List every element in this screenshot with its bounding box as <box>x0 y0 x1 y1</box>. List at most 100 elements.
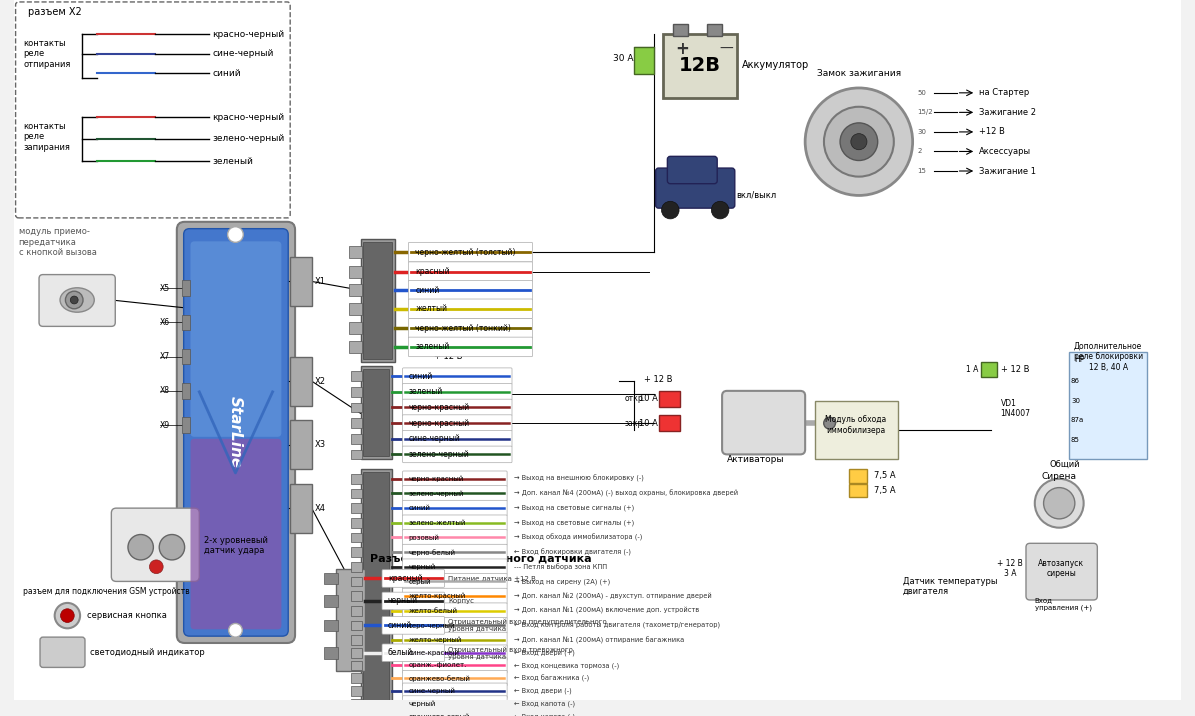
Text: зелено-черный: зелено-черный <box>409 490 464 497</box>
FancyBboxPatch shape <box>382 644 445 662</box>
FancyBboxPatch shape <box>1027 543 1097 600</box>
Bar <box>1070 352 1147 459</box>
Text: → Выход на световые сигналы (+): → Выход на световые сигналы (+) <box>514 520 635 526</box>
Circle shape <box>825 107 894 177</box>
Text: 85: 85 <box>1071 437 1080 442</box>
FancyBboxPatch shape <box>403 415 511 432</box>
Bar <box>351 450 362 459</box>
Text: 7,5 А: 7,5 А <box>874 471 895 480</box>
FancyBboxPatch shape <box>403 400 511 416</box>
Text: Замок зажигания: Замок зажигания <box>817 69 901 78</box>
Bar <box>351 591 362 601</box>
FancyBboxPatch shape <box>403 384 511 400</box>
Text: зелено-черный: зелено-черный <box>212 135 284 143</box>
FancyBboxPatch shape <box>403 544 507 560</box>
Text: красный: красный <box>415 267 449 276</box>
Bar <box>349 284 362 296</box>
Circle shape <box>1043 488 1074 519</box>
Bar <box>351 576 362 586</box>
FancyBboxPatch shape <box>667 156 717 184</box>
Text: контакты
реле
запирания: контакты реле запирания <box>24 122 71 152</box>
Circle shape <box>805 88 913 195</box>
FancyBboxPatch shape <box>409 242 533 262</box>
Bar <box>182 417 190 433</box>
Text: красно-черный: красно-черный <box>212 29 284 39</box>
Text: ← Вход капота (-): ← Вход капота (-) <box>514 700 575 707</box>
Bar <box>351 635 362 645</box>
Text: X6: X6 <box>160 318 171 327</box>
Circle shape <box>851 134 866 150</box>
Text: Аксессуары: Аксессуары <box>979 147 1031 156</box>
Text: на Стартер: на Стартер <box>979 88 1029 97</box>
Text: Вход
управления (+): Вход управления (+) <box>1035 597 1092 611</box>
Text: красный: красный <box>388 574 423 583</box>
Ellipse shape <box>60 288 94 312</box>
Bar <box>349 341 362 353</box>
Bar <box>981 362 997 377</box>
Bar <box>361 239 394 362</box>
Circle shape <box>128 535 153 560</box>
Bar <box>658 391 680 407</box>
Text: разъем X2: разъем X2 <box>29 6 82 16</box>
Text: X4: X4 <box>314 503 325 513</box>
Text: сервисная кнопка: сервисная кнопка <box>87 611 167 620</box>
Bar <box>361 367 392 459</box>
Circle shape <box>823 417 835 429</box>
Bar <box>351 402 362 412</box>
Text: X1: X1 <box>314 277 325 286</box>
Text: синий: синий <box>409 372 433 381</box>
Text: НР: НР <box>1074 355 1084 364</box>
Bar <box>351 503 362 513</box>
Text: оранжево-серый: оранжево-серый <box>409 713 470 716</box>
FancyBboxPatch shape <box>403 471 507 487</box>
Text: X9: X9 <box>160 420 171 430</box>
Text: оранжево-белый: оранжево-белый <box>409 674 471 682</box>
Text: закр.: закр. <box>624 419 645 427</box>
Text: → Доп. канал №2 (200мА) - двухступ. отпирание дверей: → Доп. канал №2 (200мА) - двухступ. отпи… <box>514 593 712 599</box>
FancyBboxPatch shape <box>403 446 511 463</box>
Bar <box>351 562 362 571</box>
Text: черный: черный <box>409 700 436 707</box>
Text: VD1
1N4007: VD1 1N4007 <box>1000 399 1030 418</box>
Text: разъем для подключения GSM устройств: разъем для подключения GSM устройств <box>24 586 190 596</box>
FancyBboxPatch shape <box>382 616 445 634</box>
Circle shape <box>61 609 74 622</box>
Text: Сирена: Сирена <box>1042 473 1077 481</box>
Bar <box>351 606 362 616</box>
Text: X5: X5 <box>160 284 171 293</box>
Bar <box>290 484 312 533</box>
Text: зелено-черный: зелено-черный <box>409 450 470 459</box>
Text: X3: X3 <box>314 440 326 449</box>
FancyBboxPatch shape <box>722 391 805 455</box>
FancyBboxPatch shape <box>403 670 507 686</box>
Text: Зажигание 2: Зажигание 2 <box>979 108 1036 117</box>
Text: + 12 В
3 А: + 12 В 3 А <box>998 559 1023 579</box>
FancyBboxPatch shape <box>403 696 507 712</box>
FancyBboxPatch shape <box>403 559 507 574</box>
Text: 12В: 12В <box>679 56 721 75</box>
FancyBboxPatch shape <box>403 657 507 673</box>
Text: Отрицательный вход предупредительного
уровня датчика: Отрицательный вход предупредительного ур… <box>448 619 607 632</box>
Text: черно-красный: черно-красный <box>409 475 464 482</box>
Text: сине-черный: сине-черный <box>409 687 455 694</box>
Bar <box>324 647 338 659</box>
Text: серо-черный: серо-черный <box>409 622 455 629</box>
FancyBboxPatch shape <box>409 299 533 319</box>
FancyBboxPatch shape <box>39 637 85 667</box>
Bar <box>850 484 866 498</box>
Bar <box>363 242 392 359</box>
Circle shape <box>1035 479 1084 528</box>
Bar <box>363 472 388 716</box>
Bar <box>351 418 362 428</box>
Text: откр.: откр. <box>434 390 455 398</box>
Bar <box>324 595 338 607</box>
Text: черно-желтый (толстый): черно-желтый (толстый) <box>415 248 516 256</box>
Bar <box>351 673 362 683</box>
Bar <box>351 686 362 696</box>
Text: 30 А: 30 А <box>613 54 633 63</box>
Text: X2: X2 <box>314 377 325 386</box>
Circle shape <box>149 560 164 574</box>
Circle shape <box>55 603 80 629</box>
Text: синий: синий <box>212 69 240 78</box>
Bar <box>351 699 362 708</box>
